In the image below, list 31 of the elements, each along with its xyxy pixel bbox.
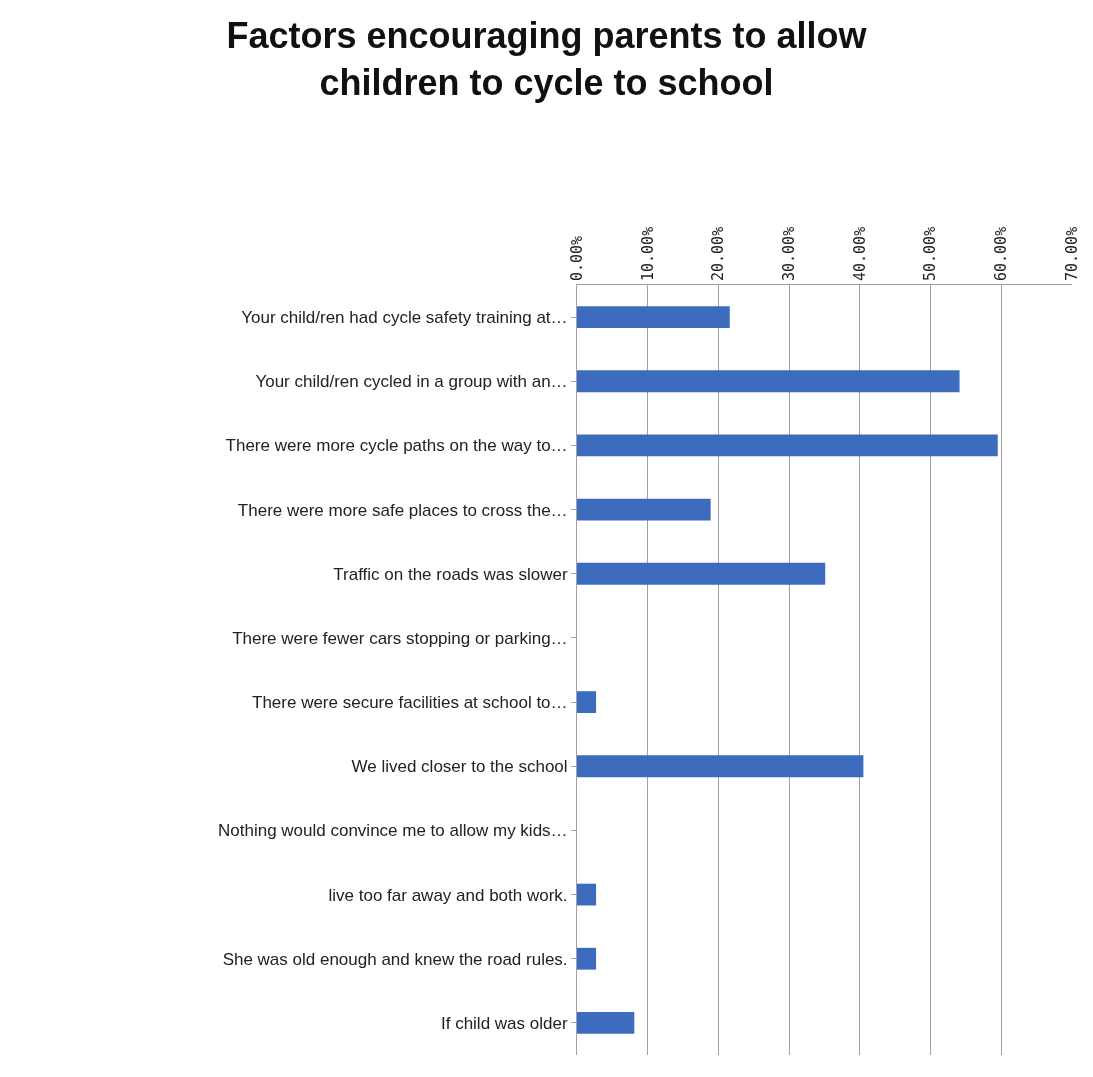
bar [577, 306, 730, 328]
x-tick-label: 30.00% [780, 226, 799, 281]
y-tick-label: Traffic on the roads was slower [333, 564, 568, 584]
y-tick-label: There were secure facilities at school to… [252, 693, 568, 713]
y-tick-label: There were more cycle paths on the way to… [225, 436, 568, 456]
y-tick-label: We lived closer to the school [351, 757, 568, 777]
y-tick-label: Your child/ren cycled in a group with an… [255, 372, 568, 392]
bar [577, 498, 711, 521]
y-tick-label: Nothing would convince me to allow my kids… [217, 821, 568, 841]
y-tick-label: There were more safe places to cross the… [237, 500, 568, 520]
x-tick-label: 10.00% [638, 226, 657, 281]
bar [577, 370, 960, 393]
y-tick-label: There were fewer cars stopping or parking… [232, 628, 568, 648]
y-tick-label: She was old enough and knew the road rules. [222, 949, 568, 969]
bar [577, 434, 998, 457]
bar [577, 1012, 635, 1034]
bar [577, 562, 826, 585]
x-tick-label: 20.00% [709, 226, 728, 281]
bar [577, 755, 864, 778]
x-tick-label: 50.00% [921, 226, 940, 281]
bar [577, 883, 597, 906]
y-tick-label: live too far away and both work. [328, 885, 568, 905]
y-tick-label: If child was older [440, 1013, 568, 1033]
x-tick-label: 60.00% [992, 226, 1011, 281]
x-tick-label: 70.00% [1062, 226, 1081, 281]
bar [577, 947, 597, 970]
chart-title: Factors encouraging parents to allow children to cycle to school [226, 15, 868, 104]
x-tick-label: 40.00% [850, 226, 869, 281]
bar [577, 691, 597, 713]
x-tick-label: 0.00% [567, 235, 586, 281]
y-tick-label: Your child/ren had cycle safety training at… [241, 308, 568, 328]
